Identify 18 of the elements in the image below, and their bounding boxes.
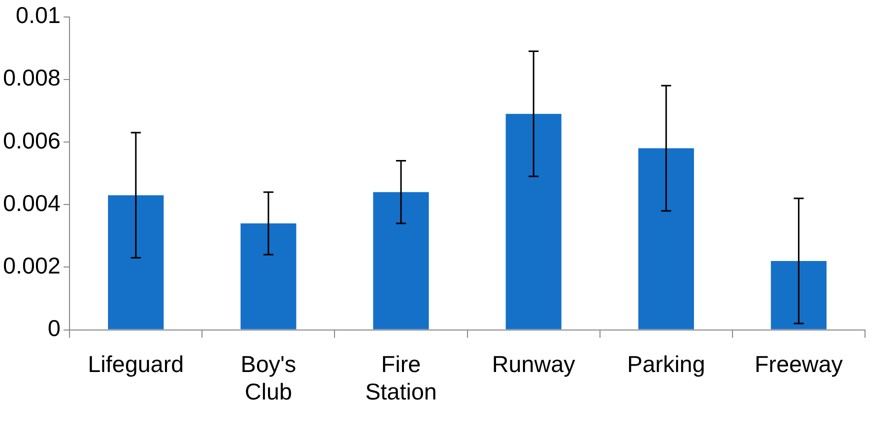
y-tick-label: 0.004 [2,190,61,216]
bar [373,192,429,330]
bar [770,260,827,330]
bar [240,223,296,330]
x-tick-label: Lifeguard [88,350,184,377]
x-tick-label: Runway [492,350,576,377]
x-tick-label: Fire Station [365,350,437,405]
bar [108,195,164,330]
x-tick-label: Boy's Club [240,350,296,405]
y-tick-label: 0.002 [2,252,61,279]
y-tick-label: 0.006 [2,127,61,154]
y-tick-label: 0.008 [2,64,61,91]
bar [506,114,562,330]
x-tick-label: Parking [627,350,706,377]
y-tick-label: 0.01 [16,2,61,28]
bar [638,148,694,330]
y-tick-label: 0 [48,315,61,342]
x-tick-label: Freeway [754,350,844,377]
